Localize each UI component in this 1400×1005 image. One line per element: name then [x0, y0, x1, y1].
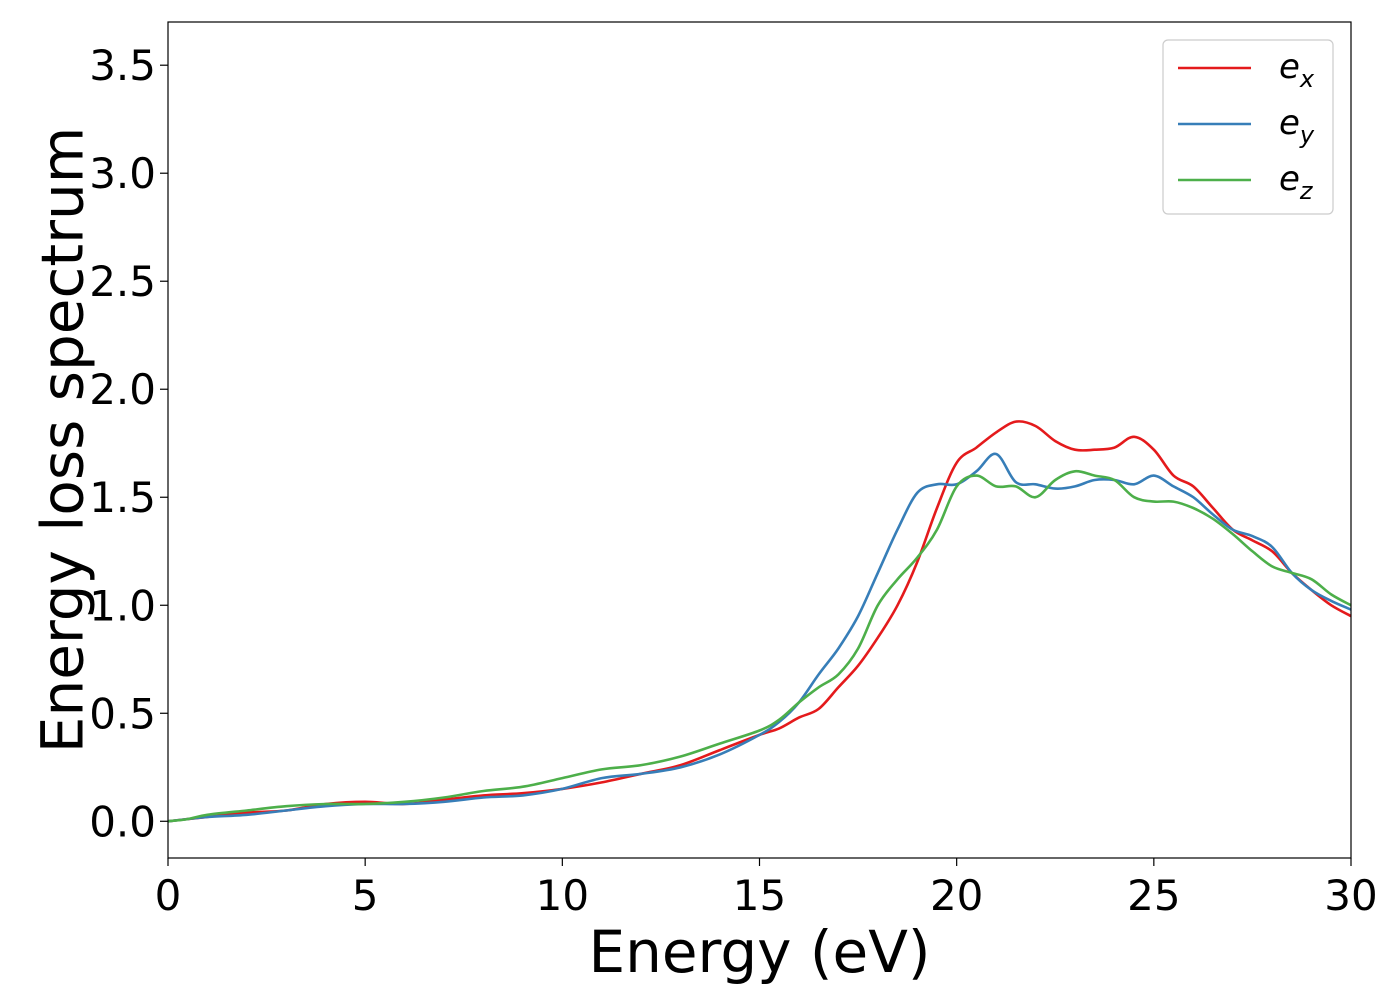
x-tick-label: 10 [536, 871, 589, 920]
x-axis-label: Energy (eV) [588, 918, 930, 986]
y-tick-label: 0.5 [89, 689, 156, 738]
y-axis-ticks: 0.0 0.5 1.0 1.5 2.0 2.5 3.0 3.5 [89, 41, 168, 846]
legend-box [1162, 39, 1334, 215]
x-tick-label: 5 [352, 871, 379, 920]
plot-lines [168, 420, 1351, 823]
y-tick-label: 2.5 [89, 257, 156, 306]
x-tick-label: 30 [1324, 871, 1377, 920]
x-tick-label: 0 [155, 871, 182, 920]
legend-label-base: e [1279, 159, 1300, 199]
legend-label-y: ey [1279, 103, 1315, 149]
y-tick-label: 1.5 [89, 473, 156, 522]
x-tick-label: 25 [1127, 871, 1180, 920]
y-tick-label: 0.0 [89, 797, 156, 846]
legend-label-subscript: y [1299, 121, 1315, 149]
x-tick-label: 15 [733, 871, 786, 920]
legend-label-subscript: x [1299, 65, 1315, 93]
legend-label-x: ex [1279, 47, 1315, 93]
x-tick-label: 20 [930, 871, 983, 920]
y-tick-label: 3.5 [89, 41, 156, 90]
series-line-x [168, 420, 1351, 823]
y-tick-label: 1.0 [89, 581, 156, 630]
y-tick-label: 2.0 [89, 365, 156, 414]
legend-label-base: e [1279, 103, 1300, 143]
legend-label-z: ez [1279, 159, 1314, 205]
series-line-y [168, 452, 1351, 823]
series-line-z [168, 469, 1351, 823]
y-axis-label: Energy loss spectrum [28, 127, 96, 753]
legend-label-subscript: z [1299, 177, 1314, 205]
legend-label-base: e [1279, 47, 1300, 87]
y-tick-label: 3.0 [89, 149, 156, 198]
x-axis-ticks: 0 5 10 15 20 25 30 [155, 858, 1378, 920]
